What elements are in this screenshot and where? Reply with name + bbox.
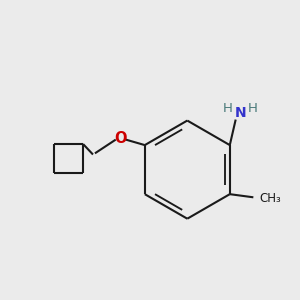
- Text: H: H: [248, 102, 258, 115]
- Text: CH₃: CH₃: [259, 192, 281, 205]
- Text: H: H: [223, 102, 233, 115]
- Text: N: N: [235, 106, 246, 119]
- Text: O: O: [114, 130, 127, 146]
